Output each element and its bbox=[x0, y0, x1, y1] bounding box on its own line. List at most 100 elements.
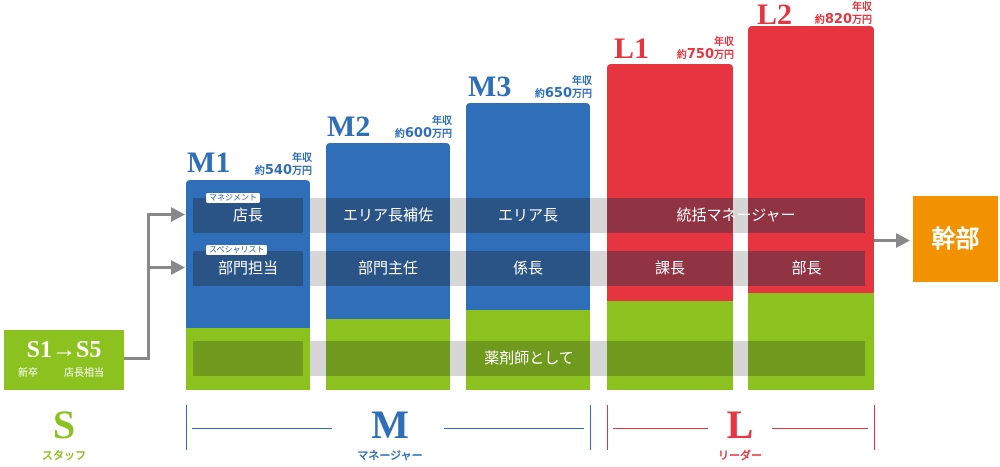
band-manager-gap4 bbox=[733, 198, 748, 233]
column-m2-green bbox=[326, 319, 450, 390]
column-l1-red bbox=[607, 64, 733, 301]
band-pharmacist-gap1 bbox=[310, 341, 326, 376]
band-specialist-gap1 bbox=[310, 251, 326, 286]
band-pharmacist-l2 bbox=[748, 341, 865, 376]
bracket-l-left-line bbox=[613, 428, 708, 429]
column-m2 bbox=[326, 143, 450, 390]
band-manager-m2 bbox=[326, 198, 450, 233]
column-m3-green bbox=[466, 310, 590, 390]
category-s-label: スタッフ bbox=[42, 449, 86, 462]
column-m3-salary: 年収 約650万円 bbox=[530, 76, 592, 101]
band-pharmacist-gap4 bbox=[733, 341, 748, 376]
column-m1-yaku: 約 bbox=[254, 166, 265, 177]
column-m3 bbox=[466, 103, 590, 390]
column-m2-yaku: 約 bbox=[394, 129, 405, 140]
column-l1-amount: 750 bbox=[686, 47, 714, 62]
band-manager-gap3 bbox=[590, 198, 607, 233]
connector-top-branch bbox=[147, 213, 175, 216]
bracket-m-left-tick bbox=[186, 405, 187, 450]
bracket-m-right-tick bbox=[590, 405, 591, 450]
start-box-sub-right: 店長相当 bbox=[64, 368, 104, 379]
column-l2-code: L2 bbox=[757, 0, 793, 31]
band-specialist-m2 bbox=[326, 251, 450, 286]
column-m2-amount: 600 bbox=[404, 126, 432, 141]
cell-pharmacist: 薬剤師として bbox=[484, 349, 574, 367]
column-m2-man: 万円 bbox=[432, 129, 452, 140]
bracket-m-left-line bbox=[192, 428, 332, 429]
bracket-l-right-line bbox=[772, 428, 868, 429]
column-l1-code: L1 bbox=[614, 32, 650, 65]
column-l2-red bbox=[748, 26, 874, 293]
cell-specialist-m3: 係長 bbox=[512, 259, 543, 277]
band-pharmacist-gap2 bbox=[450, 341, 466, 376]
column-m3-amount: 650 bbox=[544, 86, 572, 101]
band-pharmacist-m2 bbox=[326, 341, 450, 376]
column-l2-yaku: 約 bbox=[814, 15, 825, 26]
column-l2-amount: 820 bbox=[824, 12, 852, 27]
connector-to-executive bbox=[874, 239, 898, 242]
column-l1-nen: 年収 bbox=[714, 37, 734, 48]
column-l1-man: 万円 bbox=[714, 50, 734, 61]
column-l1-salary: 年収 約750万円 bbox=[672, 37, 734, 62]
band-specialist-l1 bbox=[607, 251, 733, 286]
category-m-label: マネージャー bbox=[357, 449, 423, 462]
column-m3-man: 万円 bbox=[572, 89, 592, 100]
column-l2-man: 万円 bbox=[852, 15, 872, 26]
column-m3-blue bbox=[466, 103, 590, 310]
band-pharmacist-m1 bbox=[193, 341, 303, 376]
bracket-l-left-tick bbox=[607, 405, 608, 450]
column-m2-blue bbox=[326, 143, 450, 319]
column-l2-salary: 年収 約820万円 bbox=[810, 2, 872, 27]
band-pharmacist-gap3 bbox=[590, 341, 607, 376]
column-m2-code: M2 bbox=[327, 110, 371, 143]
start-box-sub-left: 新卒 bbox=[18, 368, 38, 379]
cell-manager-area: エリア長 bbox=[497, 206, 558, 224]
column-m3-nen: 年収 bbox=[572, 76, 592, 87]
column-l2-green bbox=[748, 293, 874, 390]
band-manager-m1 bbox=[193, 198, 303, 233]
column-l1 bbox=[607, 64, 733, 390]
band-specialist-gap2 bbox=[450, 251, 466, 286]
band-manager-l2 bbox=[748, 198, 865, 233]
connector-mid-branch bbox=[147, 266, 175, 269]
column-m3-yaku: 約 bbox=[534, 89, 545, 100]
start-box-code: S1→S5 bbox=[26, 337, 102, 363]
tag-manager: マネジメント bbox=[206, 193, 260, 203]
connector-horizontal bbox=[124, 357, 150, 360]
band-manager-m3 bbox=[466, 198, 590, 233]
category-l-letter: L bbox=[726, 402, 754, 447]
column-l1-green bbox=[607, 301, 733, 390]
column-m1-nen: 年収 bbox=[292, 153, 312, 164]
start-box-s1-s5: S1→S5 新卒 店長相当 bbox=[4, 330, 124, 390]
column-l2-nen: 年収 bbox=[852, 2, 872, 13]
category-m-letter: M bbox=[371, 402, 409, 447]
band-specialist-gap3 bbox=[590, 251, 607, 286]
column-m3-code: M3 bbox=[468, 70, 512, 103]
category-s-letter: S bbox=[52, 402, 76, 447]
column-m2-salary: 年収 約600万円 bbox=[390, 116, 452, 141]
column-m1-green bbox=[186, 328, 310, 390]
band-pharmacist-m3 bbox=[466, 341, 590, 376]
band-specialist-m3 bbox=[466, 251, 590, 286]
column-m2-nen: 年収 bbox=[432, 116, 452, 127]
column-l1-yaku: 約 bbox=[676, 50, 687, 61]
connector-vertical bbox=[147, 213, 150, 360]
arrow-head-top-icon bbox=[171, 207, 185, 222]
column-l2 bbox=[748, 26, 874, 390]
category-l-label: リーダー bbox=[718, 449, 762, 462]
cell-manager-area-assistant: エリア長補佐 bbox=[342, 206, 433, 224]
cell-specialist-l2: 部長 bbox=[791, 259, 822, 277]
band-manager-l1 bbox=[607, 198, 733, 233]
band-specialist-m1 bbox=[193, 251, 303, 286]
cell-specialist-m1: 部門担当 bbox=[217, 259, 278, 277]
bracket-l-right-tick bbox=[874, 405, 875, 450]
arrow-head-executive-icon bbox=[896, 233, 910, 248]
tag-specialist: スペシャリスト bbox=[206, 245, 268, 255]
band-manager-gap1 bbox=[310, 198, 326, 233]
column-m1-salary: 年収 約540万円 bbox=[250, 153, 312, 178]
bracket-m-right-line bbox=[444, 428, 584, 429]
column-m1-man: 万円 bbox=[292, 166, 312, 177]
arrow-head-mid-icon bbox=[171, 260, 185, 275]
column-m1-code: M1 bbox=[187, 146, 231, 179]
cell-specialist-l1: 課長 bbox=[654, 259, 685, 277]
